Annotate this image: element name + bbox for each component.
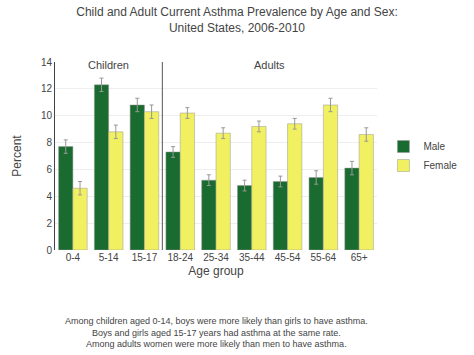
svg-text:Male: Male [423,141,445,152]
svg-text:6: 6 [46,164,52,175]
svg-text:8: 8 [46,137,52,148]
svg-text:14: 14 [41,57,53,68]
svg-text:25-34: 25-34 [203,252,229,263]
svg-text:12: 12 [41,83,53,94]
svg-text:Age group: Age group [188,264,244,278]
svg-text:Children: Children [88,59,129,71]
svg-text:10: 10 [41,110,53,121]
svg-text:35-44: 35-44 [239,252,265,263]
svg-text:Adults: Adults [254,59,285,71]
svg-text:2: 2 [46,218,52,229]
svg-text:18-24: 18-24 [167,252,193,263]
svg-text:0: 0 [46,245,52,256]
svg-text:4: 4 [46,191,52,202]
svg-text:15-17: 15-17 [132,252,158,263]
svg-text:Child and Adult Current Asthma: Child and Adult Current Asthma Prevalenc… [76,5,398,35]
svg-text:45-54: 45-54 [275,252,301,263]
svg-text:5-14: 5-14 [99,252,119,263]
svg-text:0-4: 0-4 [66,252,81,263]
svg-text:Percent: Percent [10,135,24,177]
svg-text:55-64: 55-64 [311,252,337,263]
svg-text:Among children aged 0-14, boys: Among children aged 0-14, boys were more… [65,316,368,349]
svg-text:Female: Female [423,160,457,171]
svg-text:65+: 65+ [351,252,368,263]
